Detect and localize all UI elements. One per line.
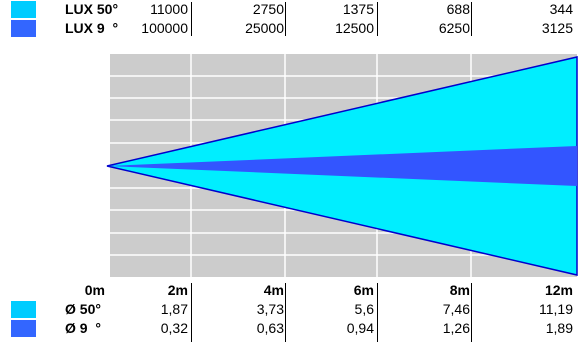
legend-label-lux-9: LUX 9 °	[65, 20, 119, 36]
column-divider	[191, 2, 192, 36]
column-divider	[285, 283, 286, 342]
lux-9-value: 25000	[245, 20, 284, 36]
lux-50-value: 11000	[150, 1, 188, 17]
column-divider	[471, 283, 472, 342]
column-divider	[471, 2, 472, 36]
dia-9-value: 0,32	[160, 320, 188, 336]
lux-50-value: 344	[549, 1, 573, 17]
dia-50-value: 7,46	[442, 301, 470, 317]
legend-swatch-lux-50	[11, 1, 36, 18]
lux-9-value: 6250	[438, 20, 470, 36]
legend-swatch-dia-9	[11, 320, 36, 337]
legend-swatch-dia-50	[11, 301, 36, 318]
lux-9-value: 12500	[335, 20, 374, 36]
legend-label-dia-9: Ø 9 °	[65, 320, 101, 336]
distance-label: 0m	[84, 282, 105, 298]
dia-9-value: 0,94	[346, 320, 374, 336]
lux-50-value: 688	[446, 1, 470, 17]
distance-label: 8m	[449, 282, 470, 298]
legend-swatch-lux-9	[11, 20, 36, 37]
lux-9-value: 100000	[141, 20, 188, 36]
dia-9-value: 1,89	[545, 320, 573, 336]
column-divider	[285, 2, 286, 36]
distance-label: 6m	[353, 282, 374, 298]
dia-50-value: 11,19	[539, 301, 573, 317]
lux-50-value: 1375	[342, 1, 374, 17]
column-divider	[191, 283, 192, 342]
legend-label-lux-50: LUX 50°	[65, 1, 119, 17]
distance-label: 12m	[544, 282, 573, 298]
column-divider	[377, 2, 378, 36]
distance-label: 4m	[263, 282, 284, 298]
dia-9-value: 1,26	[442, 320, 470, 336]
column-divider	[377, 283, 378, 342]
dia-50-value: 5,6	[354, 301, 374, 317]
distance-label: 2m	[167, 282, 188, 298]
legend-label-dia-50: Ø 50°	[65, 301, 101, 317]
dia-50-value: 3,73	[256, 301, 284, 317]
lux-9-value: 3125	[541, 20, 573, 36]
dia-50-value: 1,87	[160, 301, 188, 317]
dia-9-value: 0,63	[256, 320, 284, 336]
lux-50-value: 2750	[252, 1, 284, 17]
beam-9-cone	[107, 146, 577, 186]
